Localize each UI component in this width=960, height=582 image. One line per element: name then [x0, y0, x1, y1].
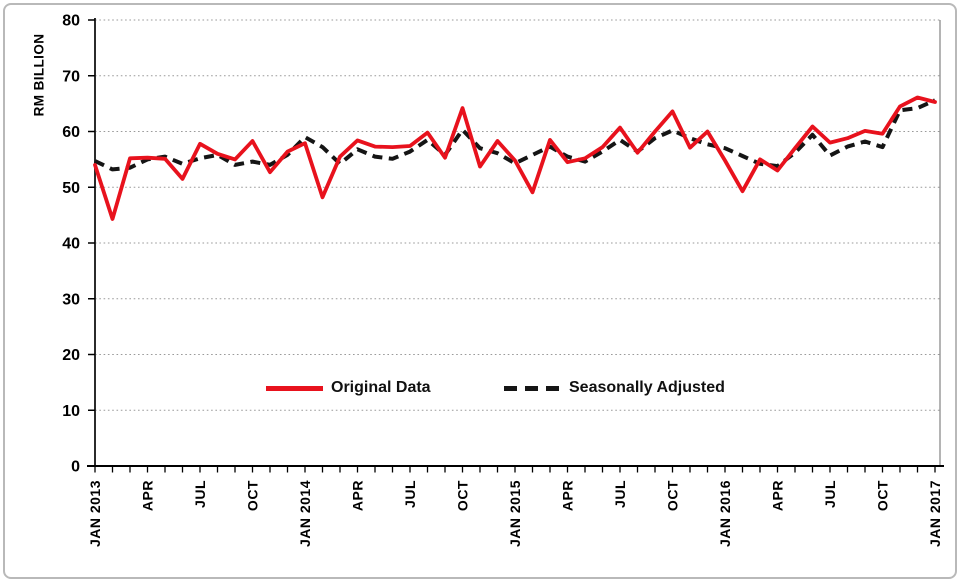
- x-tick-label: APR: [350, 480, 366, 511]
- y-tick-label: 20: [62, 347, 80, 364]
- legend-line-adjusted-icon: [504, 385, 561, 391]
- legend-line-original-icon: [266, 385, 323, 391]
- legend-label-adjusted: Seasonally Adjusted: [569, 379, 725, 396]
- x-tick-label: APR: [770, 480, 786, 511]
- y-tick-label: 0: [71, 459, 80, 476]
- x-tick-label: OCT: [665, 480, 681, 511]
- y-tick-label: 60: [62, 124, 80, 141]
- x-tick-label: OCT: [875, 480, 891, 511]
- x-tick-label: APR: [560, 480, 576, 511]
- x-tick-label: APR: [140, 480, 156, 511]
- y-tick-label: 30: [62, 291, 80, 308]
- y-tick-label: 80: [62, 13, 80, 30]
- legend-label-original: Original Data: [331, 379, 431, 396]
- x-tick-label: JUL: [402, 480, 418, 508]
- y-tick-label: 70: [62, 68, 80, 85]
- series-line-seasonally-adjusted: [94, 98, 936, 172]
- x-tick-label: JUL: [612, 480, 628, 508]
- x-tick-label: OCT: [245, 480, 261, 511]
- x-tick-label: JAN 2014: [297, 480, 313, 547]
- y-axis-title: RM BILLION: [31, 33, 47, 117]
- y-tick-label: 50: [62, 180, 80, 197]
- x-tick-label: JUL: [192, 480, 208, 508]
- series-line-original-data: [93, 95, 937, 221]
- x-tick-label: JAN 2017: [927, 480, 943, 547]
- x-tick-label: OCT: [455, 480, 471, 511]
- x-tick-label: JAN 2016: [717, 480, 733, 547]
- legend-item-seasonally-adjusted: Seasonally Adjusted: [504, 379, 725, 397]
- y-tick-label: 10: [62, 403, 80, 420]
- x-tick-label: JAN 2015: [507, 480, 523, 547]
- x-tick-label: JUL: [822, 480, 838, 508]
- y-tick-label: 40: [62, 236, 80, 253]
- legend-item-original-data: Original Data: [266, 379, 431, 397]
- x-tick-label: JAN 2013: [87, 480, 103, 547]
